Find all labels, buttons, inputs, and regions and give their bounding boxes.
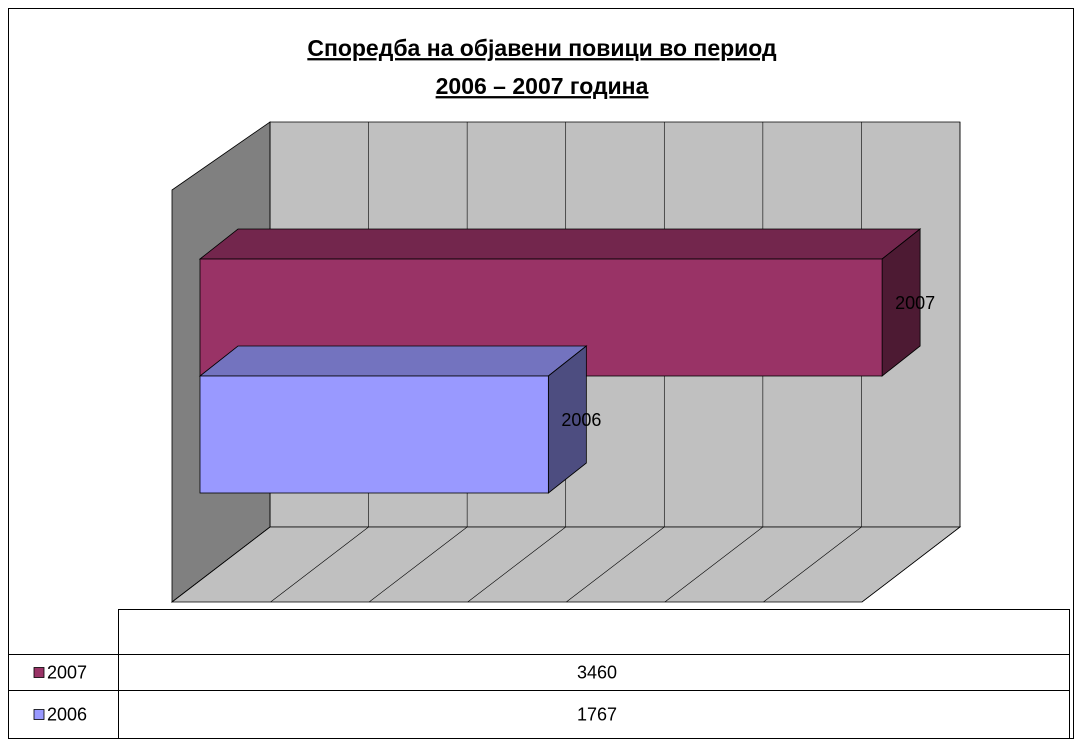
floor <box>170 526 962 603</box>
grid-line <box>861 526 961 603</box>
grid-line <box>467 526 566 603</box>
grid-line <box>664 526 764 603</box>
table-value-cell <box>118 654 1070 691</box>
table-header <box>118 609 1070 655</box>
bar-top <box>198 228 922 260</box>
legend-swatch <box>33 709 45 720</box>
grid-line <box>566 526 665 603</box>
table-value: 1767 <box>577 704 617 724</box>
table-value-cell <box>118 690 1070 739</box>
legend-label: 2006 <box>47 704 87 724</box>
table-value: 3460 <box>577 662 617 682</box>
data-label: 2006 <box>561 410 601 430</box>
grid-line <box>171 526 271 603</box>
legend-label: 2007 <box>47 662 87 682</box>
bar-front <box>199 375 549 494</box>
grid-line <box>368 526 468 603</box>
bar <box>198 345 588 494</box>
bar-top <box>198 345 588 377</box>
chart-title: Споредба на објавени повици во период <box>307 35 777 61</box>
data-label: 2007 <box>895 293 935 313</box>
chart-title: 2006 – 2007 година <box>436 73 649 99</box>
legend-swatch <box>33 667 45 678</box>
table-label-cell <box>8 654 119 691</box>
grid-line <box>270 526 369 603</box>
grid-line <box>763 526 862 603</box>
table-label-cell <box>8 690 119 739</box>
